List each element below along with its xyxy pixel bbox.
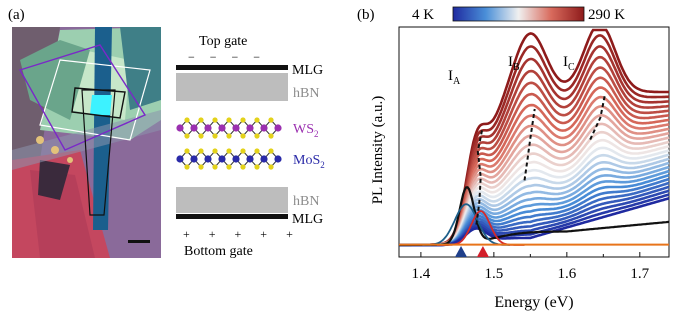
ws2-chalcogen-atom xyxy=(226,117,232,123)
peak-marker-triangle xyxy=(476,246,489,257)
mos2-chalcogen-atom xyxy=(268,148,274,154)
ws2-chalcogen-atom xyxy=(240,133,246,139)
mlg-top-layer xyxy=(176,65,288,70)
ws2-chalcogen-atom xyxy=(240,117,246,123)
ws2-metal-atom xyxy=(274,124,282,132)
top-gate-charges: − − − − xyxy=(188,50,266,64)
x-tick-label: 1.4 xyxy=(412,266,431,282)
heterostructure-schematic: Top gate − − − − MLG hBN WS2 MoS2 hBN ML… xyxy=(176,34,325,259)
mos2-metal-atom xyxy=(232,155,240,163)
hbn-top-label: hBN xyxy=(293,86,319,101)
mos2-metal-atom xyxy=(176,155,184,163)
peak-label-ib: IB xyxy=(508,54,520,73)
mos2-chalcogen-atom xyxy=(184,148,190,154)
mos2-metal-atom xyxy=(246,155,254,163)
colorbar-high-label: 290 K xyxy=(588,7,625,23)
ws2-chalcogen-atom xyxy=(184,133,190,139)
mos2-chalcogen-atom xyxy=(212,164,218,170)
mos2-label: MoS2 xyxy=(293,153,325,170)
mos2-chalcogen-atom xyxy=(184,164,190,170)
mos2-chalcogen-atom xyxy=(240,164,246,170)
ws2-metal-atom xyxy=(246,124,254,132)
ws2-chalcogen-atom xyxy=(268,117,274,123)
colorbar-low-label: 4 K xyxy=(412,7,434,23)
ws2-chalcogen-atom xyxy=(226,133,232,139)
mos2-chalcogen-atom xyxy=(212,148,218,154)
mos2-chalcogen-atom xyxy=(226,148,232,154)
ws2-chalcogen-atom xyxy=(212,133,218,139)
ws2-chalcogen-atom xyxy=(254,117,260,123)
peak-markers xyxy=(455,246,489,257)
ws2-chalcogen-atom xyxy=(212,117,218,123)
peak-tracks xyxy=(475,95,606,225)
ws2-metal-atom xyxy=(190,124,198,132)
mos2-chalcogen-atom xyxy=(198,148,204,154)
ws2-chalcogen-atom xyxy=(268,133,274,139)
ws2-metal-atom xyxy=(176,124,184,132)
mos2-chalcogen-atom xyxy=(240,148,246,154)
ws2-metal-atom xyxy=(218,124,226,132)
ws2-lattice xyxy=(176,117,282,139)
mos2-chalcogen-atom xyxy=(198,164,204,170)
hbn-bottom-layer xyxy=(176,187,288,213)
x-axis-label: Energy (eV) xyxy=(494,294,573,311)
mlg-top-label: MLG xyxy=(292,63,323,78)
ws2-metal-atom xyxy=(232,124,240,132)
bottom-gate-label: Bottom gate xyxy=(184,244,253,259)
x-tick-label: 1.7 xyxy=(630,266,649,282)
scale-bar xyxy=(128,240,150,243)
ws2-chalcogen-atom xyxy=(184,117,190,123)
mlg-bottom-label: MLG xyxy=(292,212,323,227)
mos2-metal-atom xyxy=(274,155,282,163)
panel-b-label: (b) xyxy=(357,7,375,23)
ws2-chalcogen-atom xyxy=(198,133,204,139)
peak-track-ia xyxy=(475,129,484,225)
hbn-top-layer xyxy=(176,73,288,101)
fit-components xyxy=(399,203,669,246)
mos2-chalcogen-atom xyxy=(254,164,260,170)
mos2-lattice xyxy=(176,148,282,170)
bottom-gate-charges: + + + + + xyxy=(183,227,301,241)
mos2-chalcogen-atom xyxy=(226,164,232,170)
panel-a-label: (a) xyxy=(8,7,25,23)
peak-label-ia: IA xyxy=(448,68,461,87)
mlg-bottom-layer xyxy=(176,214,288,219)
temperature-colorbar xyxy=(452,6,585,22)
ws2-chalcogen-atom xyxy=(254,133,260,139)
peak-marker-triangle xyxy=(455,246,468,257)
peak-track-ic xyxy=(589,95,606,141)
peak-label-ic: IC xyxy=(563,54,575,73)
ws2-metal-atom xyxy=(204,124,212,132)
ws2-chalcogen-atom xyxy=(198,117,204,123)
mos2-metal-atom xyxy=(218,155,226,163)
peak-track-ib xyxy=(523,108,536,181)
top-gate-label: Top gate xyxy=(199,34,247,49)
ws2-label: WS2 xyxy=(293,122,319,139)
y-axis-label: PL Intensity (a.u.) xyxy=(370,96,386,205)
pl-spectra-plot: 1.4 1.5 1.6 1.7 IA IB IC xyxy=(398,26,670,282)
mos2-chalcogen-atom xyxy=(254,148,260,154)
hbn-bottom-label: hBN xyxy=(293,194,319,209)
mos2-metal-atom xyxy=(260,155,268,163)
microscope-image xyxy=(12,27,161,258)
plot-frame xyxy=(398,26,670,258)
mos2-chalcogen-atom xyxy=(268,164,274,170)
x-tick-label: 1.6 xyxy=(557,266,576,282)
x-tick-label: 1.5 xyxy=(484,266,503,282)
mos2-metal-atom xyxy=(190,155,198,163)
fit-component-line xyxy=(422,203,510,246)
ws2-metal-atom xyxy=(260,124,268,132)
mos2-metal-atom xyxy=(204,155,212,163)
